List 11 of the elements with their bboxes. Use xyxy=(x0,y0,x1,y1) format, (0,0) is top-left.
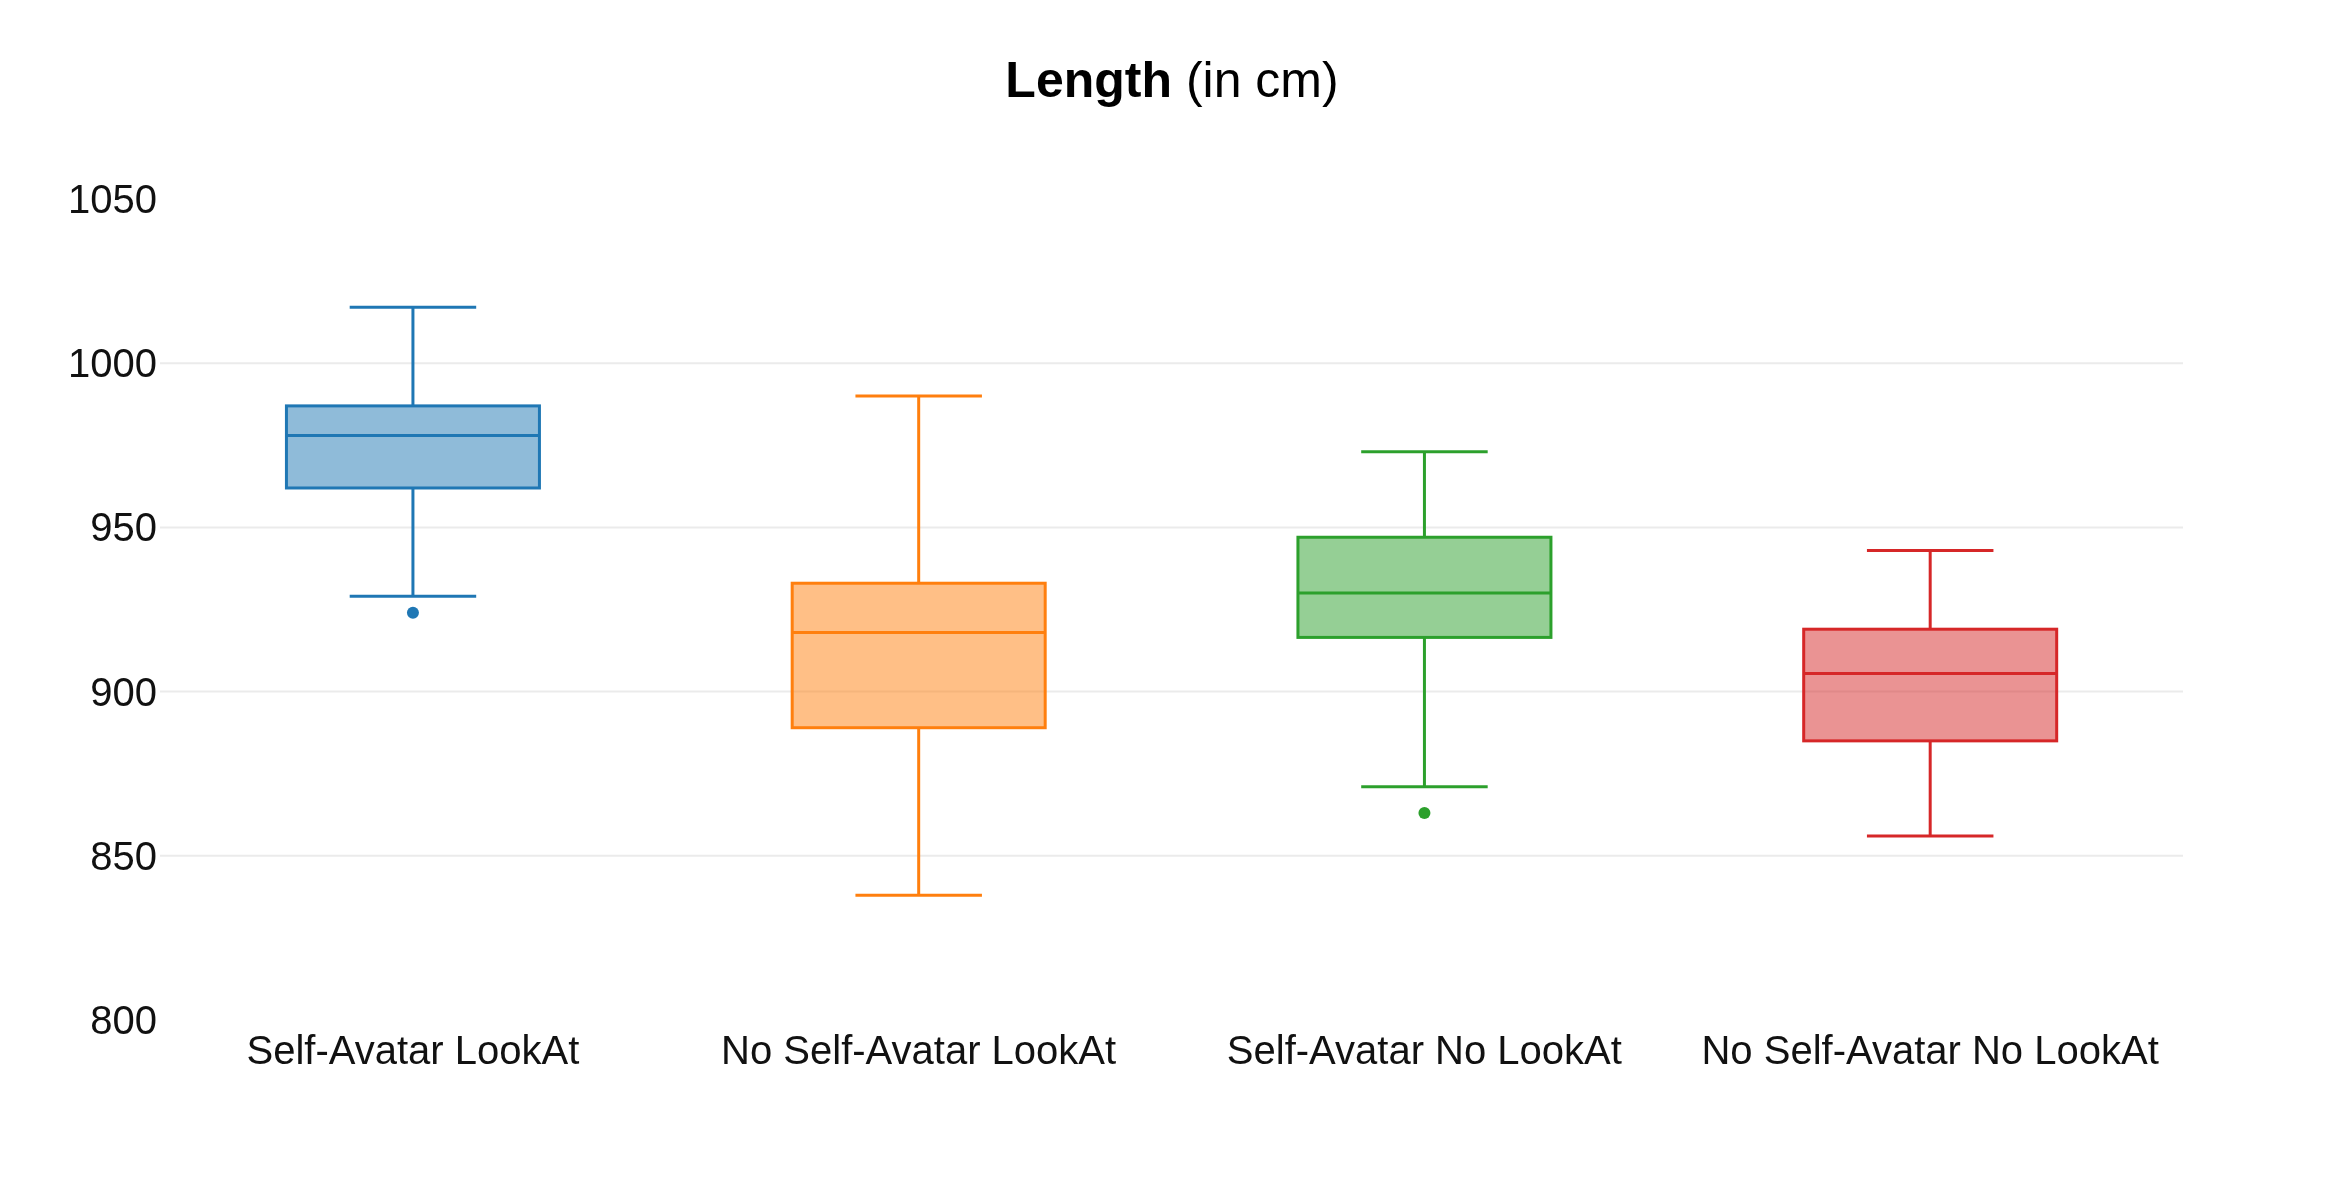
x-tick-label: Self-Avatar LookAt xyxy=(246,1028,580,1072)
y-tick-label: 850 xyxy=(90,833,157,878)
y-tick-label: 950 xyxy=(90,505,157,550)
x-tick-label: Self-Avatar No LookAt xyxy=(1226,1028,1622,1072)
y-tick-label: 1050 xyxy=(68,177,157,221)
y-tick-label: 1000 xyxy=(68,341,157,386)
x-tick-label: No Self-Avatar LookAt xyxy=(721,1028,1117,1072)
y-tick-label: 800 xyxy=(90,998,157,1042)
chart-title: Length (in cm) xyxy=(1004,51,1340,110)
x-tick-label: No Self-Avatar No LookAt xyxy=(1701,1028,2159,1072)
y-tick-label: 900 xyxy=(90,669,157,714)
